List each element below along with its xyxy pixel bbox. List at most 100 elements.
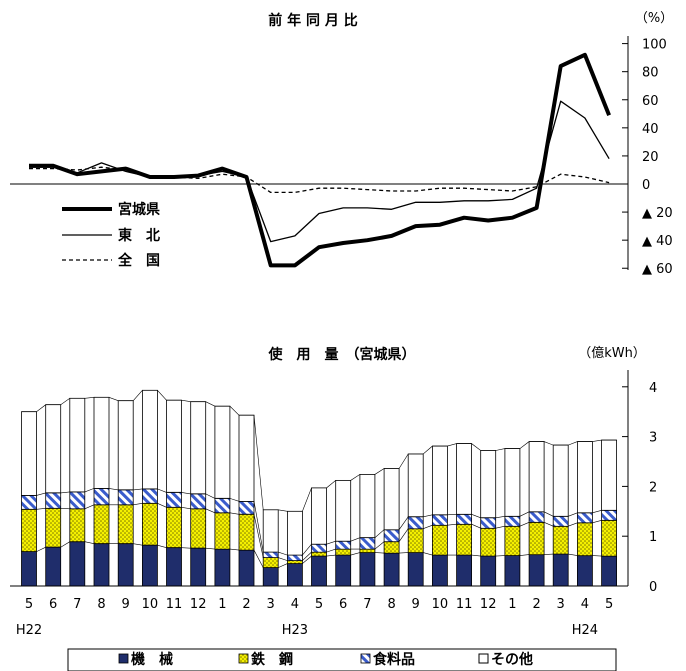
bar-segment-kikai <box>117 543 134 587</box>
bar-segment-kikai <box>359 552 376 587</box>
bar-year-label: H22 <box>16 623 42 638</box>
bar-y-tick-label: 4 <box>649 381 657 396</box>
bar-legend: 機 械 鉄 鋼 食料品 その他 <box>67 648 617 671</box>
bar-y-tick-label: 0 <box>649 580 657 595</box>
bar-segment-kikai <box>335 554 352 587</box>
line-chart: 前 年 同 月 比 （%） 100 80 60 40 20 0 ▲ 20 ▲ 40 ▲ 60 宮… <box>10 11 673 277</box>
bar-segment-shokuryohin <box>141 488 158 504</box>
bar-segment-shokuryohin <box>601 509 617 521</box>
bar-segment-tekko <box>214 512 231 550</box>
bar-segment-shokuryohin <box>311 543 327 553</box>
bar-segment-kikai <box>383 552 400 587</box>
bar-segment-sonota <box>431 445 448 516</box>
legend-swatch-tekko <box>238 653 249 664</box>
bar-segment-sonota <box>383 468 400 531</box>
bar-segment-sonota <box>45 404 62 494</box>
bar-x-tick-label: 1 <box>508 597 516 612</box>
bar-segment-tekko <box>238 513 255 551</box>
bar-x-tick-label: 3 <box>267 597 275 612</box>
legend-label-tohoku: 東 北 <box>118 227 160 244</box>
bar-segment-sonota <box>504 448 521 517</box>
bar-segment-kikai <box>21 551 37 587</box>
bar-segment-tekko <box>93 504 110 544</box>
bar-segment-sonota <box>311 487 327 545</box>
bar-x-tick-label: 8 <box>97 597 105 612</box>
bar-chart-unit: （億kWh） <box>578 345 646 361</box>
legend-label-kikai: 機 械 <box>131 651 173 668</box>
bar-segment-shokuryohin <box>286 554 303 561</box>
line-y-tick-label: ▲ 60 <box>642 262 673 277</box>
bar-segment-sonota <box>93 396 110 489</box>
bar-segment-tekko <box>166 506 182 548</box>
bar-segment-shokuryohin <box>214 497 231 514</box>
bar-segment-sonota <box>286 510 303 556</box>
bar-segment-shokuryohin <box>69 491 86 510</box>
bar-segment-tekko <box>431 524 448 556</box>
bar-x-tick-label: 6 <box>339 597 347 612</box>
bar-segment-kikai <box>45 546 62 587</box>
bar-segment-kikai <box>456 554 473 587</box>
bar-segment-shokuryohin <box>262 551 279 558</box>
bar-segment-tekko <box>335 548 352 556</box>
bar-segment-kikai <box>286 563 303 587</box>
bar-x-tick-label: 9 <box>122 597 130 612</box>
line-y-tick-label: ▲ 40 <box>642 234 673 249</box>
line-chart-unit: （%） <box>635 11 673 26</box>
bar-segment-shokuryohin <box>335 540 352 550</box>
bar-segment-sonota <box>238 414 255 502</box>
bar-segment-sonota <box>335 479 352 542</box>
bar-segment-shokuryohin <box>117 489 134 506</box>
bar-segment-tekko <box>601 519 617 557</box>
legend-label-miyagi: 宮城県 <box>118 201 160 218</box>
bar-segment-sonota <box>456 443 473 515</box>
legend-swatch-kikai <box>118 653 129 664</box>
line-chart-title: 前 年 同 月 比 <box>268 12 358 29</box>
bar-segment-kikai <box>166 547 182 587</box>
bar-segment-shokuryohin <box>93 487 110 506</box>
bar-segment-kikai <box>69 541 86 587</box>
bar-y-tick-label: 3 <box>649 431 657 446</box>
bar-segment-kikai <box>601 555 617 587</box>
bar-segment-sonota <box>69 397 86 493</box>
bar-chart-title: 使 用 量 （宮城県） <box>268 346 416 363</box>
bar-segment-sonota <box>141 389 158 490</box>
bar-segment-shokuryohin <box>552 515 569 527</box>
bar-x-tick-label: 10 <box>432 597 449 612</box>
bar-segment-kikai <box>504 555 521 587</box>
bar-segment-shokuryohin <box>359 537 376 550</box>
bar-segment-tekko <box>262 557 279 568</box>
line-y-tick-label: 60 <box>642 94 659 109</box>
bar-segment-tekko <box>407 528 424 554</box>
bar-segment-sonota <box>166 399 182 493</box>
bar-segment-kikai <box>407 552 424 587</box>
bar-segment-shokuryohin <box>166 491 182 508</box>
bar-x-tick-label: 7 <box>363 597 371 612</box>
bar-x-tick-label: 3 <box>557 597 565 612</box>
bar-segment-sonota <box>480 450 497 519</box>
bar-x-tick-label: 8 <box>387 597 395 612</box>
bar-segment-shokuryohin <box>480 517 497 529</box>
bar-x-tick-label: 7 <box>73 597 81 612</box>
bar-segment-tekko <box>45 507 62 548</box>
bar-segment-tekko <box>504 525 521 557</box>
bar-x-tick-label: 12 <box>480 597 497 612</box>
legend-label-tekko: 鉄 鋼 <box>251 651 293 668</box>
bar-year-label: H23 <box>282 623 308 638</box>
bar-segment-shokuryohin <box>577 512 593 524</box>
bar-segment-shokuryohin <box>21 494 37 510</box>
bar-segment-tekko <box>552 525 569 555</box>
line-y-tick-label: ▲ 20 <box>642 206 673 221</box>
bar-segment-tekko <box>480 527 497 557</box>
bar-segment-kikai <box>431 554 448 587</box>
bar-segment-shokuryohin <box>238 500 255 515</box>
line-series-zenkoku <box>29 166 610 194</box>
bar-segment-kikai <box>552 553 569 587</box>
bar-segment-kikai <box>214 548 231 587</box>
bar-segment-sonota <box>359 473 376 538</box>
bar-year-label: H24 <box>572 623 598 638</box>
bar-x-tick-label: 5 <box>605 597 613 612</box>
legend-label-zenkoku: 全 国 <box>117 252 160 269</box>
